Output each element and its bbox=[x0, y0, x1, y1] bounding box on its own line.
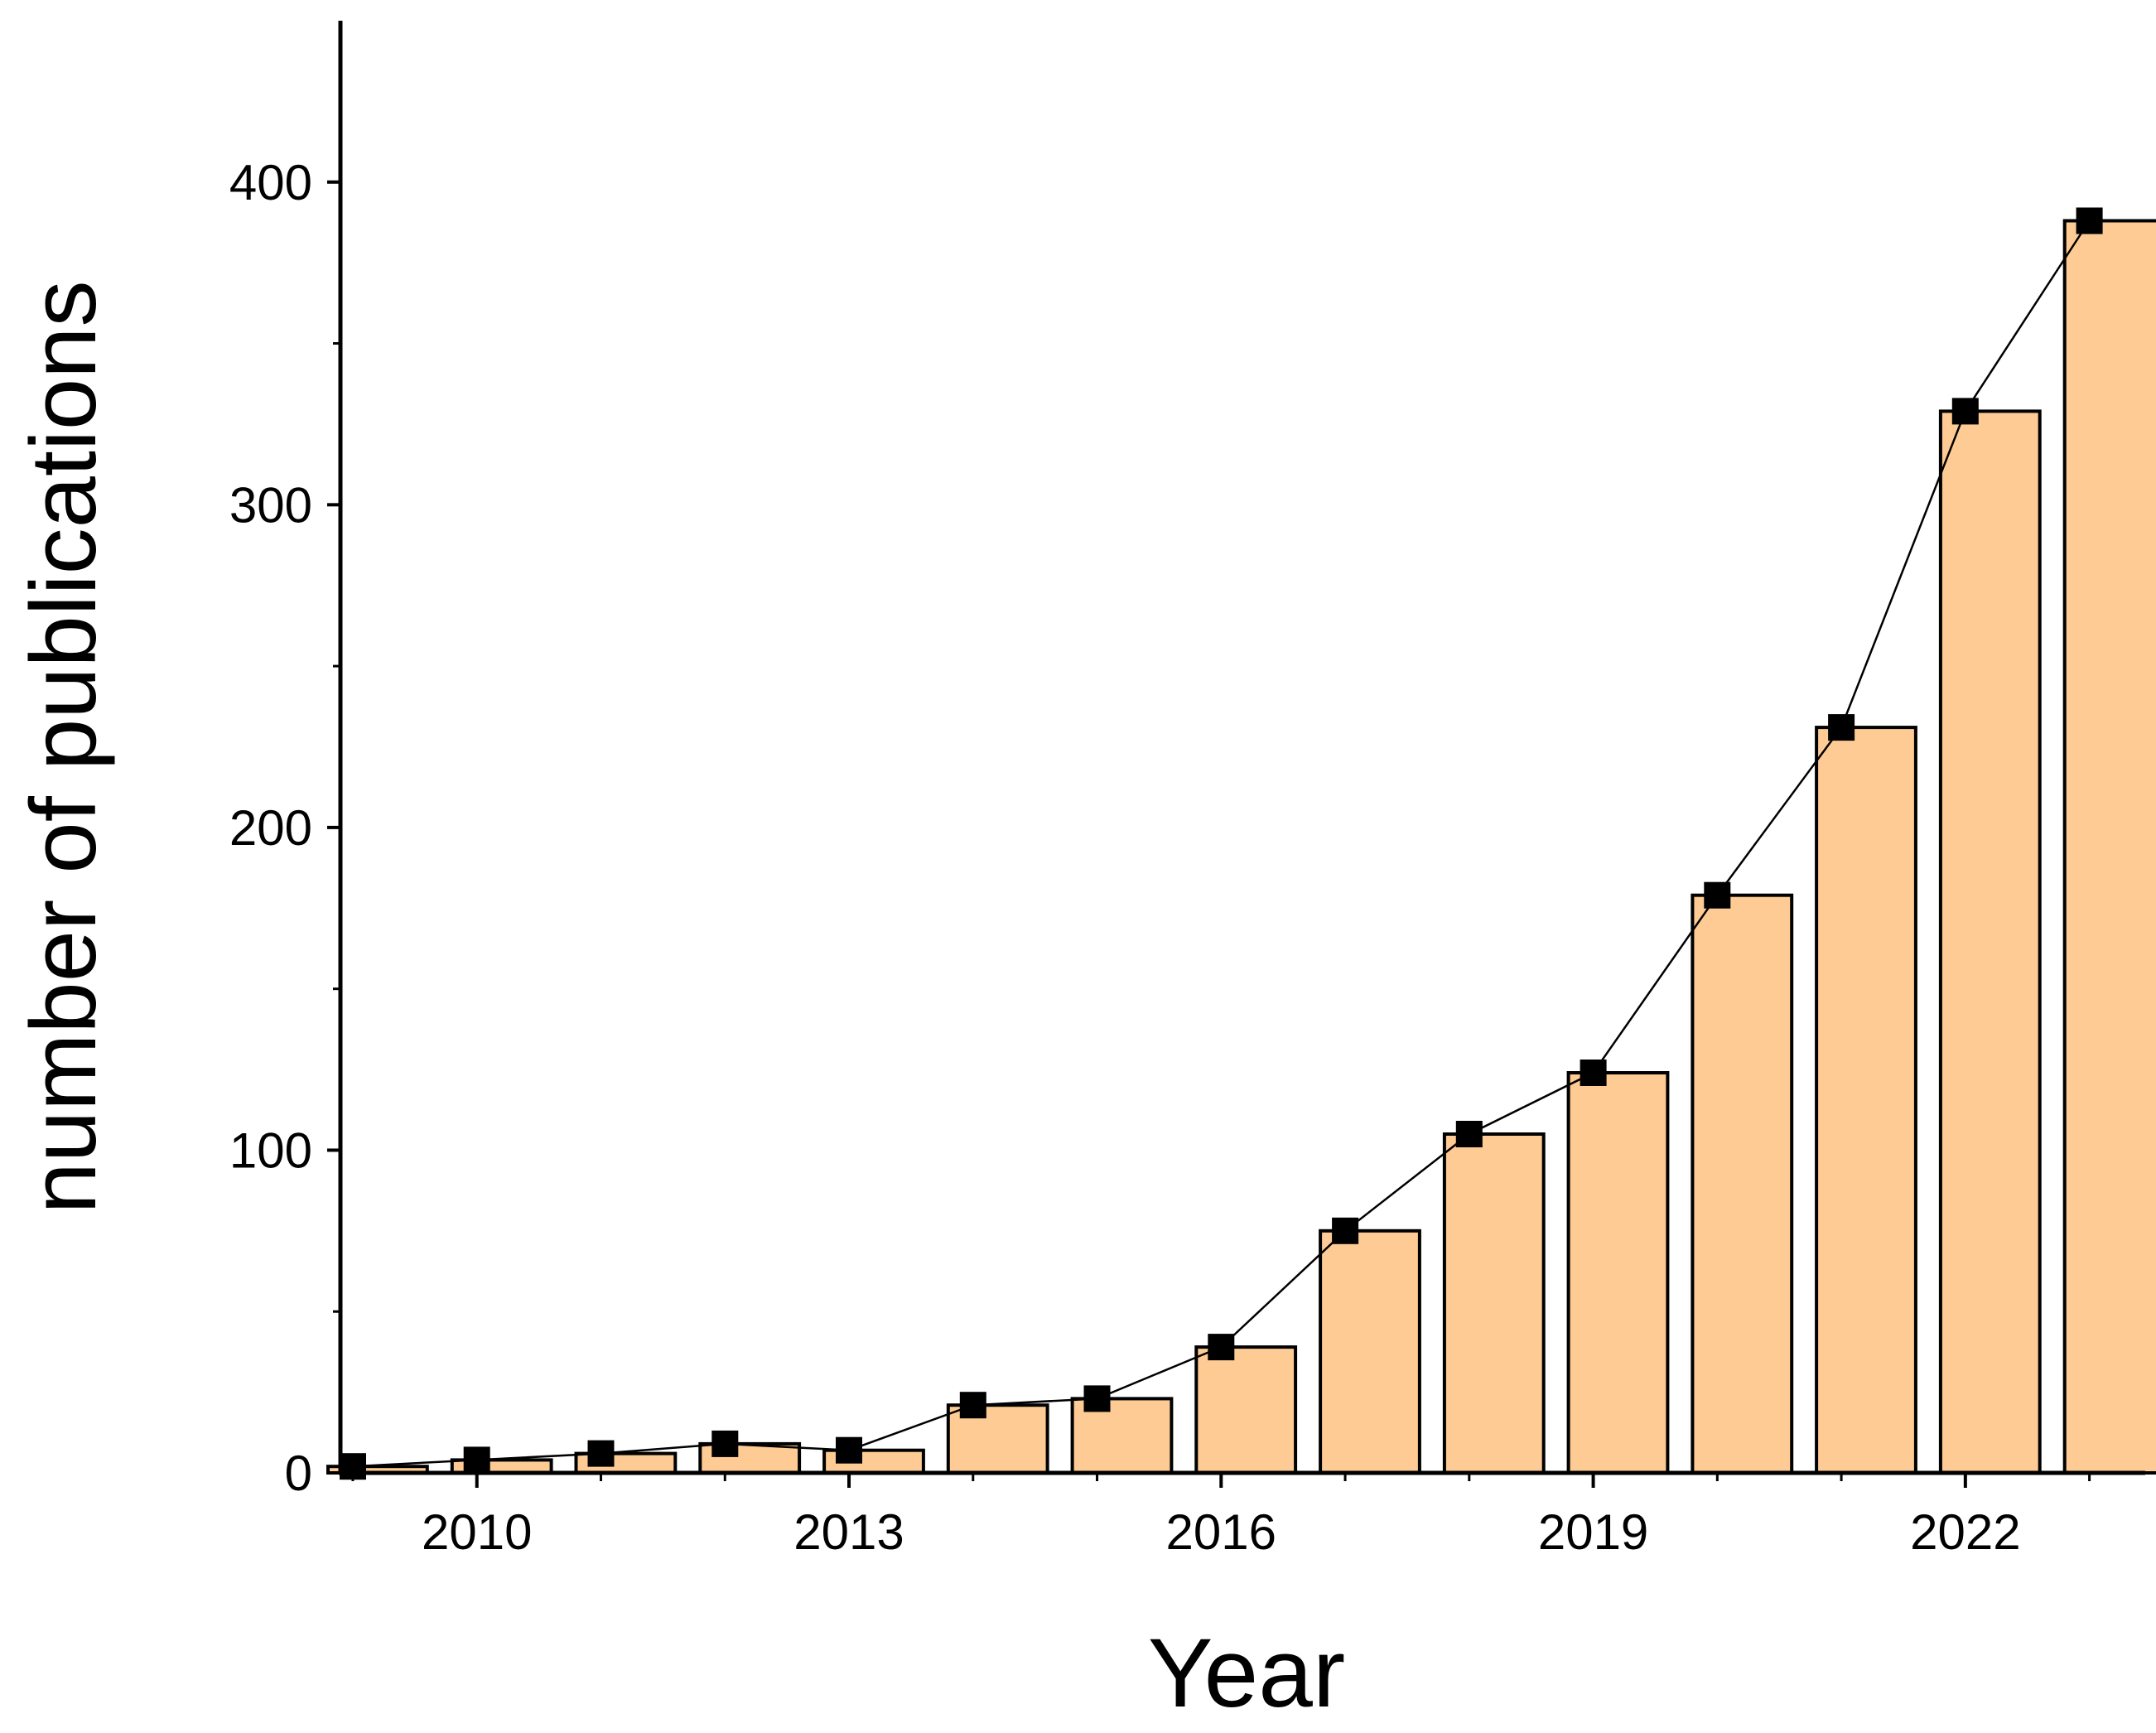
bar-series bbox=[326, 219, 2156, 1475]
marker-2011 bbox=[587, 1440, 615, 1467]
x-tick-label-2019: 2019 bbox=[1538, 1504, 1648, 1560]
marker-2018 bbox=[1455, 1121, 1483, 1147]
y-tick-label-300: 300 bbox=[229, 477, 312, 533]
marker-2012 bbox=[711, 1430, 739, 1457]
marker-2020 bbox=[1704, 881, 1731, 909]
marker-2016 bbox=[1208, 1334, 1235, 1361]
marker-2010 bbox=[463, 1446, 490, 1474]
bar-2018 bbox=[1442, 1132, 1546, 1475]
marker-2015 bbox=[1083, 1385, 1111, 1412]
bar-2017 bbox=[1319, 1229, 1421, 1475]
bar-2021 bbox=[1815, 726, 1917, 1475]
x-tick-label-2016: 2016 bbox=[1166, 1504, 1276, 1560]
marker-2014 bbox=[959, 1392, 986, 1419]
bar-2023 bbox=[2062, 219, 2156, 1475]
x-tick-label-2010: 2010 bbox=[422, 1504, 532, 1560]
bar-2020 bbox=[1691, 893, 1794, 1475]
y-tick-label-100: 100 bbox=[229, 1122, 312, 1178]
y-tick-label-400: 400 bbox=[229, 155, 312, 210]
bar-2022 bbox=[1938, 409, 2042, 1475]
marker-2013 bbox=[836, 1436, 862, 1464]
line-series bbox=[340, 207, 2103, 1480]
marker-2019 bbox=[1580, 1060, 1607, 1086]
marker-2022 bbox=[1951, 398, 1979, 425]
y-tick-label-0: 0 bbox=[285, 1446, 312, 1501]
x-axis-title: Year bbox=[1148, 1619, 1345, 1728]
x-ticks: 2010 2013 2016 2019 2022 bbox=[351, 1473, 2091, 1560]
marker-2023 bbox=[2076, 207, 2103, 234]
axes bbox=[338, 21, 2145, 1475]
y-ticks: 0 100 200 300 400 bbox=[229, 155, 340, 1501]
y-tick-label-200: 200 bbox=[229, 800, 312, 856]
y-axis-title: number of publications bbox=[12, 281, 115, 1214]
marker-2021 bbox=[1828, 714, 1855, 741]
bar-2019 bbox=[1566, 1071, 1670, 1475]
x-tick-label-2013: 2013 bbox=[793, 1504, 904, 1560]
x-tick-label-2022: 2022 bbox=[1910, 1504, 2020, 1560]
marker-2017 bbox=[1332, 1217, 1359, 1244]
bar-2016 bbox=[1194, 1345, 1298, 1475]
